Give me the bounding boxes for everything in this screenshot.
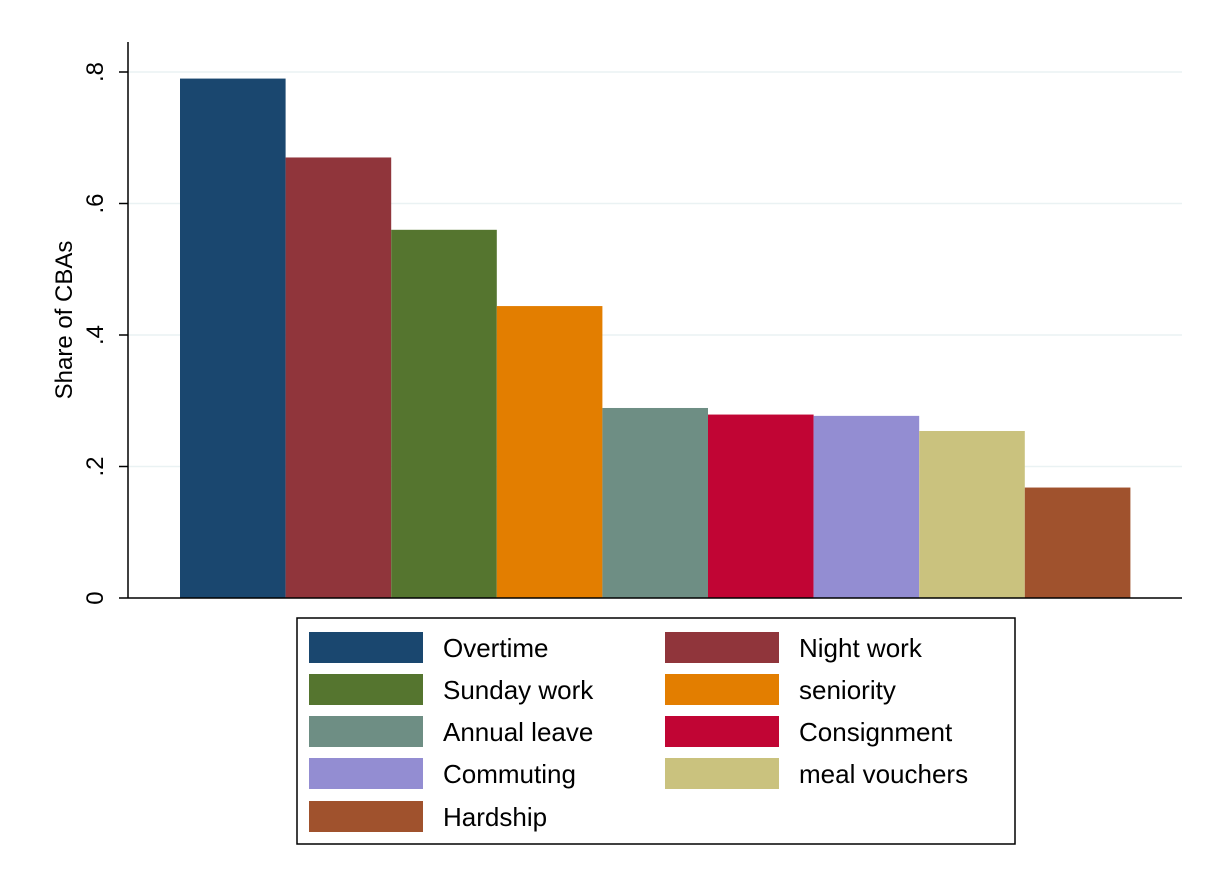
bar-annual-leave [602, 407, 708, 598]
legend-swatch [309, 716, 423, 747]
bar-night-work [285, 157, 392, 598]
legend-swatch [309, 801, 423, 832]
bars [180, 78, 1131, 599]
bar-seniority [496, 306, 603, 598]
legend-swatch [309, 758, 423, 789]
legend-label: Night work [799, 633, 923, 663]
y-tick-label: 0 [82, 591, 109, 604]
legend-label: Overtime [443, 633, 548, 663]
y-tick-label: .2 [82, 456, 109, 476]
legend: Overtime Night work Sunday work seniority An… [296, 617, 1016, 845]
legend-swatch [309, 632, 423, 663]
legend-label: Annual leave [443, 717, 593, 747]
y-tick-label: .6 [82, 193, 109, 213]
legend-swatch [309, 674, 423, 705]
y-tick-label: .4 [82, 325, 109, 345]
legend-swatch [665, 674, 779, 705]
legend-label: Consignment [799, 717, 953, 747]
axes: Share of CBAs [51, 42, 1182, 599]
bar-overtime [180, 78, 286, 598]
legend-label: meal vouchers [799, 759, 968, 789]
legend-label: Sunday work [443, 675, 594, 705]
bar-consignment [708, 414, 814, 598]
y-axis-label: Share of CBAs [51, 241, 78, 400]
legend-label: seniority [799, 675, 896, 705]
bar-sunday-work [391, 229, 497, 599]
bar-hardship [1024, 487, 1131, 598]
legend-label: Commuting [443, 759, 576, 789]
y-tick-label: .8 [82, 62, 109, 82]
legend-swatch [665, 758, 779, 789]
legend-swatch [665, 716, 779, 747]
legend-label: Hardship [443, 802, 547, 832]
legend-swatch [665, 632, 779, 663]
y-ticks: 0 .2 .4 .6 .8 [82, 62, 128, 605]
bar-commuting [813, 415, 920, 598]
bar-meal-vouchers [919, 430, 1025, 598]
